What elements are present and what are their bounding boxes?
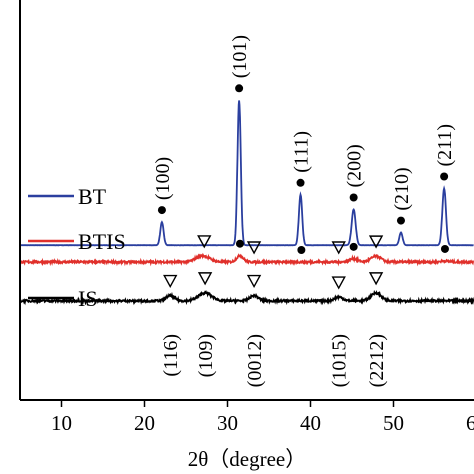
phase-dot-marker [296, 178, 305, 187]
phase-triangle-marker [197, 235, 212, 249]
phase-triangle-marker [163, 274, 178, 289]
phase-triangle-marker [368, 235, 384, 249]
phase-dot-marker [349, 193, 358, 202]
peak-label: (200) [344, 144, 366, 187]
legend: BT BTIS IS [28, 184, 126, 311]
phase-dot-marker [235, 84, 244, 93]
phase-triangle-marker [368, 272, 384, 286]
series-line-bt [19, 100, 474, 247]
phase-dot-marker [440, 172, 449, 181]
x-tick-label: 30 [217, 411, 238, 435]
phase-dot-marker [235, 239, 244, 248]
peak-label: (116) [160, 334, 182, 377]
phase-dot-marker [396, 216, 405, 225]
marker-layer [157, 84, 449, 290]
phase-dot-marker [349, 242, 358, 251]
peak-label: (101) [229, 35, 251, 78]
legend-label-bt: BT [78, 184, 107, 209]
peak-label: (0012) [244, 334, 266, 387]
series-line-btis [19, 252, 474, 267]
peak-label-layer: (100)(101)(111)(200)(210)(211)(202)(116)… [152, 35, 456, 387]
phase-dot-marker [157, 206, 166, 215]
peak-label: (1015) [329, 334, 351, 387]
series-layer [19, 100, 474, 306]
phase-triangle-marker [331, 276, 346, 290]
x-axis-title: 2θ（degree） [188, 447, 307, 471]
legend-label-btis: BTIS [78, 229, 126, 254]
x-ticks: 10203040506070 [51, 400, 474, 435]
peak-label: (2212) [366, 334, 388, 387]
phase-triangle-marker [246, 274, 262, 289]
x-tick-label: 40 [300, 411, 321, 435]
peak-label: (100) [152, 157, 174, 200]
legend-label-is: IS [78, 286, 98, 311]
x-tick-label: 20 [134, 411, 155, 435]
phase-dot-marker [297, 246, 306, 254]
peak-label: (211) [434, 124, 456, 167]
phase-triangle-marker [197, 272, 213, 286]
phase-triangle-marker [246, 241, 262, 255]
series-line-is [19, 289, 474, 306]
peak-label: (111) [291, 131, 313, 173]
peak-label: (210) [391, 167, 413, 210]
x-tick-label: 60 [466, 411, 474, 435]
x-tick-label: 10 [51, 411, 72, 435]
phase-triangle-marker [331, 241, 346, 255]
x-tick-label: 50 [383, 411, 404, 435]
phase-dot-marker [440, 244, 449, 253]
peak-label: (109) [195, 334, 217, 377]
